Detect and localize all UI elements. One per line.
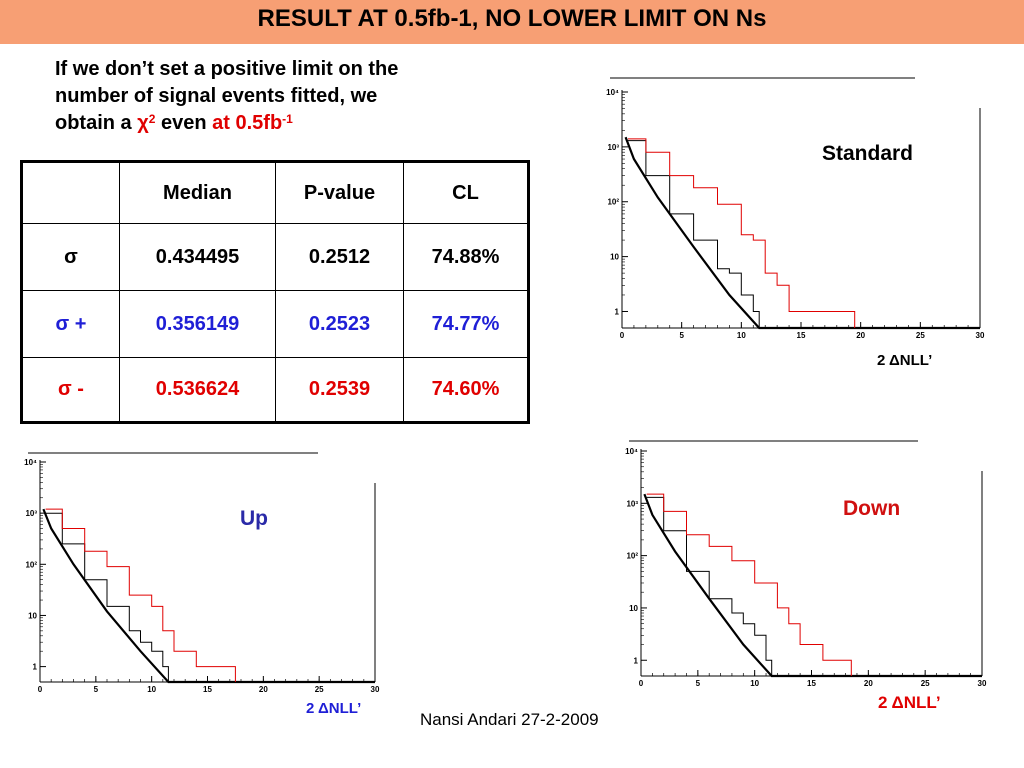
chi-exponent: 2 [148, 112, 156, 126]
row-label-sigma-minus: σ - [21, 357, 120, 423]
y-tick-label: 10 [28, 611, 37, 620]
x-tick-label: 5 [679, 331, 684, 340]
x-tick-label: 25 [921, 679, 930, 688]
x-tick-label: 15 [797, 331, 806, 340]
fit-curve-line [42, 508, 375, 684]
x-tick-label: 0 [639, 679, 644, 688]
red-histogram-line [628, 138, 856, 328]
y-tick-label: 10³ [25, 509, 37, 518]
y-tick-label: 10 [629, 604, 638, 613]
row-label-sigma: σ [21, 223, 120, 291]
footer-author-date: Nansi Andari 27-2-2009 [420, 710, 599, 729]
cell-cl: 74.77% [403, 290, 529, 358]
black-histogram-line [646, 496, 773, 676]
black-histogram-line [45, 512, 169, 682]
y-tick-label: 1 [33, 663, 38, 672]
header-cell-median: Median [119, 161, 276, 224]
x-tick-label: 25 [315, 685, 324, 694]
down-x-axis-label: 2 ΔNLL’ [878, 693, 941, 712]
y-tick-label: 10⁴ [606, 88, 619, 97]
header-cell-pvalue: P-value [275, 161, 404, 224]
x-tick-label: 10 [737, 331, 746, 340]
intro-text: If we don’t set a positive limit on the … [55, 56, 525, 137]
title-banner: RESULT AT 0.5fb-1, NO LOWER LIMIT ON Ns [0, 0, 1024, 44]
y-tick-label: 10⁴ [625, 447, 638, 456]
red-histogram-line [45, 508, 236, 682]
slide-title: RESULT AT 0.5fb-1, NO LOWER LIMIT ON Ns [257, 5, 767, 32]
x-tick-label: 30 [976, 331, 985, 340]
y-tick-label: 10⁴ [24, 458, 37, 467]
table-row: σ - 0.536624 0.2539 74.60% [21, 357, 529, 423]
standard-plot-label: Standard [822, 142, 914, 165]
chi-symbol: χ [137, 112, 149, 134]
header-cell-empty [21, 161, 120, 224]
luminosity-exponent: -1 [282, 112, 293, 126]
cell-median: 0.536624 [119, 357, 276, 423]
black-histogram-line [628, 140, 760, 328]
x-tick-label: 30 [978, 679, 987, 688]
fit-curve-line [624, 136, 980, 330]
intro-line-2: number of signal events fitted, we [55, 85, 378, 107]
luminosity-text: at 0.5fb [212, 112, 283, 134]
x-tick-label: 0 [620, 331, 625, 340]
intro-line-3: obtain a χ2 even at 0.5fb-1 [55, 110, 525, 137]
y-tick-label: 10² [626, 552, 638, 561]
x-tick-label: 30 [371, 685, 380, 694]
table-header-row: Median P-value CL [21, 161, 529, 224]
x-tick-label: 5 [94, 685, 99, 694]
y-tick-label: 10³ [607, 143, 619, 152]
x-tick-label: 10 [750, 679, 759, 688]
cell-median: 0.356149 [119, 290, 276, 358]
cell-pvalue: 0.2512 [275, 223, 404, 291]
cell-cl: 74.60% [403, 357, 529, 423]
red-histogram-line [646, 493, 852, 676]
y-tick-label: 10² [607, 198, 619, 207]
intro-line-3-mid: even [155, 112, 213, 134]
row-label-sigma-plus: σ + [21, 290, 120, 358]
cell-pvalue: 0.2539 [275, 357, 404, 423]
table-row: σ + 0.356149 0.2523 74.77% [21, 290, 529, 358]
table-row: σ 0.434495 0.2512 74.88% [21, 223, 529, 291]
x-tick-label: 20 [856, 331, 865, 340]
x-tick-label: 20 [259, 685, 268, 694]
cell-median: 0.434495 [119, 223, 276, 291]
y-tick-label: 1 [615, 307, 620, 316]
up-x-axis-label: 2 ΔNLL’ [306, 700, 362, 717]
x-tick-label: 0 [38, 685, 43, 694]
y-tick-label: 10² [25, 560, 37, 569]
fit-curve-line [643, 493, 982, 678]
x-tick-label: 25 [916, 331, 925, 340]
x-tick-label: 10 [147, 685, 156, 694]
intro-line-1: If we don’t set a positive limit on the [55, 58, 399, 80]
intro-line-3-pre: obtain a [55, 112, 138, 134]
results-table: Median P-value CL σ 0.434495 0.2512 74.8… [20, 160, 530, 424]
x-tick-label: 5 [696, 679, 701, 688]
x-tick-label: 15 [203, 685, 212, 694]
y-tick-label: 1 [634, 656, 639, 665]
down-plot-label: Down [843, 497, 901, 520]
y-tick-label: 10³ [626, 499, 638, 508]
cell-cl: 74.88% [403, 223, 529, 291]
up-plot-label: Up [240, 507, 268, 530]
x-tick-label: 20 [864, 679, 873, 688]
cell-pvalue: 0.2523 [275, 290, 404, 358]
header-cell-cl: CL [403, 161, 529, 224]
y-tick-label: 10 [610, 253, 619, 262]
standard-x-axis-label: 2 ΔNLL’ [877, 352, 933, 369]
x-tick-label: 15 [807, 679, 816, 688]
